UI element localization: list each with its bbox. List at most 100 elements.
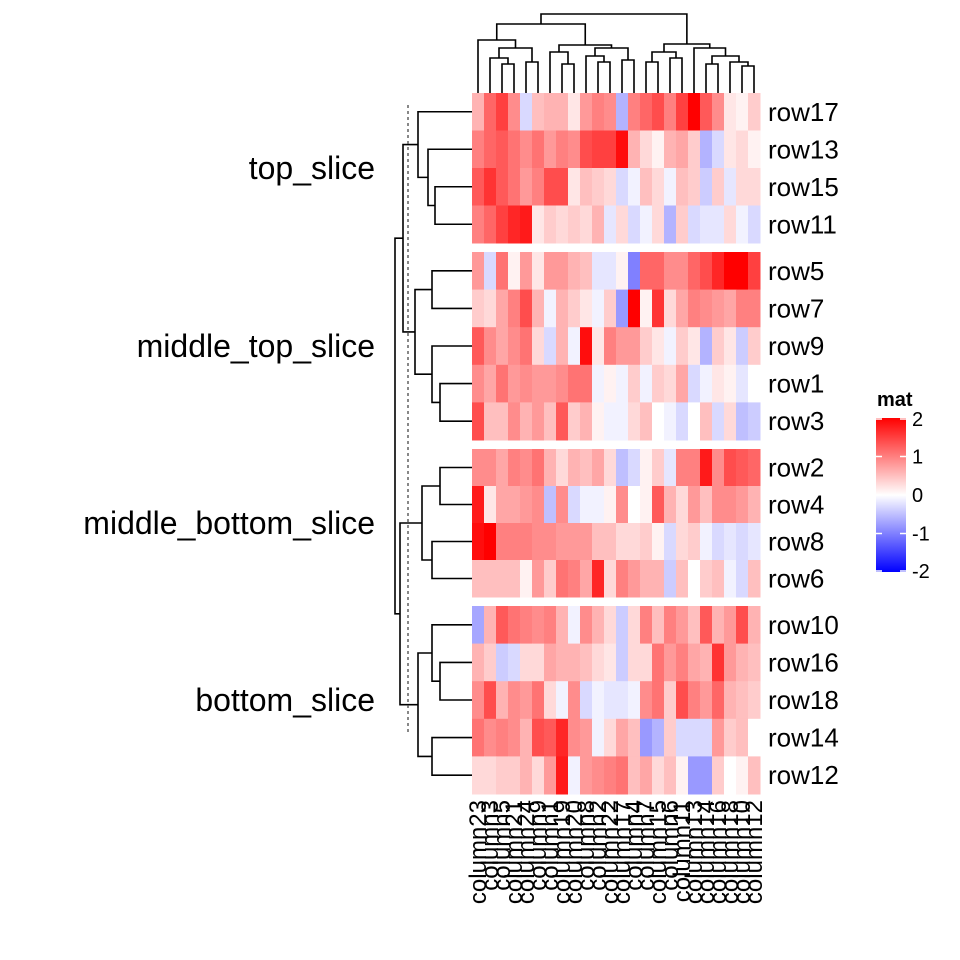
heatmap-cell [736,205,749,244]
heatmap-cell [604,449,617,487]
heatmap-cell [484,643,497,682]
heatmap-cell [544,364,557,403]
column-label: column19 [549,800,576,904]
heatmap-cell [484,364,497,403]
heatmap-cell [532,168,545,206]
column-labels: column23column3column5column21column24co… [465,800,768,904]
heatmap-cell [496,205,509,244]
heatmap-cell [628,560,641,598]
heatmap-cell [544,402,557,441]
heatmap-cell [652,93,665,131]
heatmap-cell [484,130,497,169]
heatmap-cell [652,289,665,328]
heatmap-cell [736,130,749,169]
heatmap-cell [604,130,617,169]
heatmap-cell [664,681,677,720]
heatmap-cell [652,402,665,441]
heatmap-cell [712,327,725,366]
color-legend: mat 2 1 0 -1 -2 [876,389,930,583]
heatmap-cell [712,205,725,244]
heatmap-cell [712,168,725,206]
heatmap-cell [688,402,701,441]
heatmap-cell [700,168,713,206]
heatmap-cell [592,205,605,244]
heatmap-cell [700,130,713,169]
heatmap-cell [568,327,581,366]
heatmap-cell [748,168,761,206]
heatmap-cell [472,560,485,598]
column-label: column6 [657,800,684,891]
heatmap-cell [652,486,665,524]
heatmap-cell [472,205,485,244]
heatmap-cell [508,252,521,291]
heatmap-cell [736,327,749,366]
heatmap-cell [640,93,653,131]
heatmap-cell [724,93,737,131]
heatmap-cell [652,643,665,682]
heatmap-cell [532,205,545,244]
heatmap-cell [568,606,581,645]
heatmap-cell [508,168,521,206]
heatmap-cell [568,130,581,169]
heatmap-cell [652,756,665,795]
heatmap-cell [604,205,617,244]
heatmap-cell [532,756,545,795]
heatmap-cell [688,327,701,366]
heatmap-cell [592,718,605,757]
column-label: column3 [477,800,504,891]
heatmap-cell [580,327,593,366]
heatmap-cell [712,289,725,328]
row-label: row15 [768,172,839,202]
legend-tick-label: 1 [912,447,923,469]
heatmap-cell [664,252,677,291]
heatmap-cell [472,449,485,487]
row-label: row2 [768,453,824,483]
heatmap-cell [748,756,761,795]
dendrogram-branch [597,61,611,93]
heatmap-cell [484,560,497,598]
heatmap-cell [472,523,485,561]
heatmap-cell [592,168,605,206]
heatmap-cell [604,289,617,328]
row-label: row17 [768,97,839,127]
column-label: column9 [525,800,552,891]
heatmap-cell [544,168,557,206]
heatmap-cell [628,402,641,441]
heatmap-cell [568,168,581,206]
heatmap-cell [700,486,713,524]
heatmap-cell [580,289,593,328]
row-slice-labels: top_slice middle_top_slice middle_bottom_s… [83,150,375,718]
heatmap-cell [556,402,569,441]
heatmap-cell [508,93,521,131]
heatmap-cell [568,486,581,524]
heatmap-cell [676,523,689,561]
heatmap-cell [568,449,581,487]
heatmap-cell [700,93,713,131]
heatmap-cell [496,449,509,487]
heatmap-cell [496,364,509,403]
heatmap-cell [676,168,689,206]
heatmap-cell [556,523,569,561]
heatmap-cell [736,718,749,757]
heatmap-cell [712,130,725,169]
heatmap-cell [556,756,569,795]
heatmap-cell [700,606,713,645]
heatmap-cell [640,718,653,757]
heatmap-cell [676,93,689,131]
heatmap-cell [700,718,713,757]
heatmap-cell [640,289,653,328]
heatmap-cell [724,486,737,524]
heatmap-cell [580,130,593,169]
legend-title: mat [877,389,913,411]
heatmap-cell [664,486,677,524]
heatmap-cell [568,402,581,441]
heatmap-cell [496,486,509,524]
heatmap-cell [724,523,737,561]
heatmap-cell [616,289,629,328]
heatmap-cell [724,252,737,291]
heatmap-cell [604,252,617,291]
column-label: column11 [669,800,696,902]
heatmap-cell [544,289,557,328]
heatmap-cell [664,130,677,169]
heatmap-cell [592,93,605,131]
